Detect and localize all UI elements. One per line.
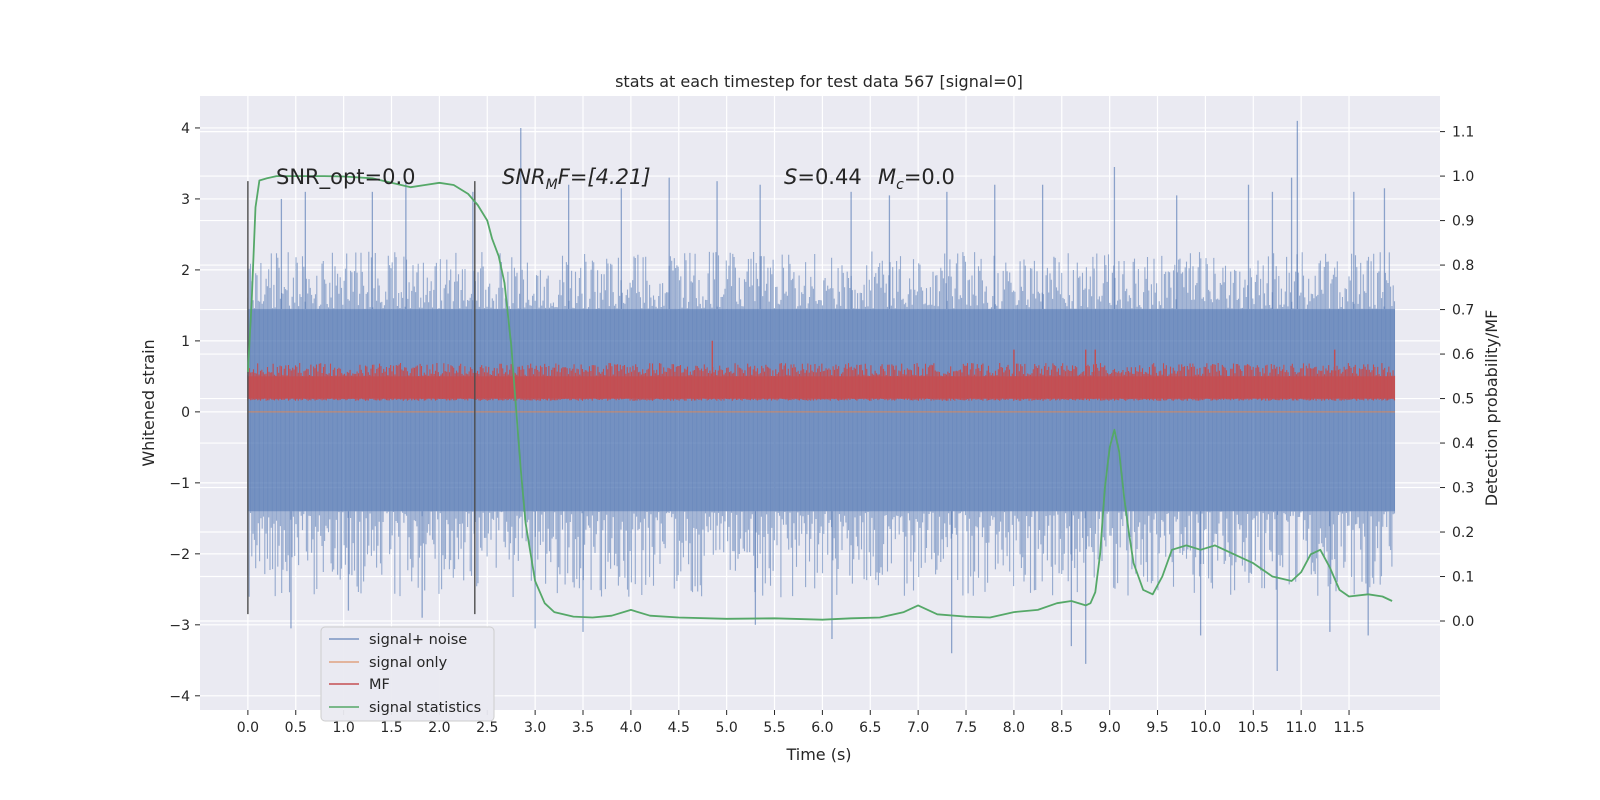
x-tick-label-0.0: 0.0 [237, 720, 259, 736]
x-tick-label-10.0: 10.0 [1190, 720, 1221, 736]
x-tick-label-4.5: 4.5 [668, 720, 690, 736]
y-right-tick-label-1: 1.0 [1452, 169, 1474, 185]
legend-box [320, 626, 495, 722]
y-tick-label-3: 1 [181, 334, 190, 350]
annotation-snr-mf: SNRMF=[4.21] [502, 165, 651, 193]
x-tick-label-0.5: 0.5 [285, 720, 307, 736]
x-tick-label-6.5: 6.5 [859, 720, 881, 736]
y-tick-label-4: 0 [181, 405, 190, 421]
annotation-mc: Mc=0.0 [878, 165, 955, 193]
y-right-tick-label-11: 0.0 [1452, 614, 1474, 630]
x-tick-label-5.5: 5.5 [763, 720, 785, 736]
annotation-mc-subscript: c [896, 177, 904, 193]
x-tick-label-2.5: 2.5 [476, 720, 498, 736]
y-right-tick-label-5: 0.6 [1452, 347, 1474, 363]
x-tick-label-2.0: 2.0 [428, 720, 450, 736]
y-tick-label-1: 3 [181, 192, 190, 208]
x-tick-label-7.5: 7.5 [955, 720, 977, 736]
legend: signal+ noise signal only MF signal stat… [320, 626, 495, 722]
y-right-tick-label-10: 0.1 [1452, 570, 1474, 586]
annotation-snr-opt: SNR_opt=0.0 [276, 165, 416, 190]
legend-label-mf: MF [369, 677, 390, 693]
y-right-tick-label-2: 0.9 [1452, 214, 1474, 230]
legend-label-signal-noise: signal+ noise [369, 632, 467, 648]
y-tick-label-2: 2 [181, 263, 190, 279]
x-tick-label-11.5: 11.5 [1333, 720, 1364, 736]
y-right-tick-label-6: 0.5 [1452, 392, 1474, 408]
signal-statistics-line [247, 175, 1393, 621]
event-markers [247, 181, 476, 615]
y-right-tick-label-3: 0.8 [1452, 258, 1474, 274]
annotation-s-value: =0.44 [797, 165, 861, 189]
series-signal-noise [247, 120, 1396, 671]
chart-title: stats at each timestep for test data 567… [615, 72, 1023, 91]
legend-label-signal-only: signal only [369, 655, 448, 671]
x-tick-label-3.0: 3.0 [524, 720, 546, 736]
annotation-mc-symbol: M [878, 165, 896, 189]
x-tick-label-5.0: 5.0 [716, 720, 738, 736]
x-tick-label-3.5: 3.5 [572, 720, 594, 736]
x-tick-label-1.5: 1.5 [380, 720, 402, 736]
y-right-tick-label-4: 0.7 [1452, 303, 1474, 319]
y-axis-right-title: Detection probability/MF [1482, 310, 1501, 507]
y-right-tick-label-7: 0.4 [1452, 436, 1474, 452]
x-tick-label-1.0: 1.0 [332, 720, 354, 736]
axes: 0.0 0.5 1.0 1.5 2.0 2.5 3.0 3.5 4.0 4.5 5.0 5.5 6.0 6… [169, 121, 1474, 736]
x-tick-label-4.0: 4.0 [620, 720, 642, 736]
legend-label-signal-statistics: signal statistics [369, 700, 481, 716]
annotation-snr-mf-subscript: M [546, 177, 558, 193]
x-axis-title: Time (s) [785, 745, 851, 764]
annotation-snr-mf-value: F=[4.21] [558, 165, 651, 189]
series-signal-statistics [247, 175, 1393, 621]
y-right-tick-label-9: 0.2 [1452, 525, 1474, 541]
x-tick-label-8.0: 8.0 [1003, 720, 1025, 736]
y-tick-label-0: 4 [181, 121, 190, 137]
y-right-tick-label-8: 0.3 [1452, 481, 1474, 497]
x-tick-label-7.0: 7.0 [907, 720, 929, 736]
x-tick-label-11.0: 11.0 [1286, 720, 1317, 736]
x-tick-label-10.5: 10.5 [1238, 720, 1269, 736]
x-tick-label-6.0: 6.0 [811, 720, 833, 736]
y-tick-label-6: −2 [169, 547, 190, 563]
x-tick-label-8.5: 8.5 [1051, 720, 1073, 736]
annotation-mc-value: =0.0 [904, 165, 955, 189]
x-tick-label-9.0: 9.0 [1099, 720, 1121, 736]
y-tick-label-5: −1 [169, 476, 190, 492]
y-right-tick-label-0: 1.1 [1452, 125, 1474, 141]
y-tick-label-7: −3 [169, 618, 190, 634]
x-tick-label-9.5: 9.5 [1146, 720, 1168, 736]
y-tick-label-8: −4 [169, 689, 190, 705]
annotation-snr-mf-symbol: SNR [502, 165, 546, 189]
y-axis-title: Whitened strain [139, 339, 158, 466]
annotation-s-symbol: S [784, 165, 797, 189]
annotation-s: S=0.44 [784, 165, 862, 189]
